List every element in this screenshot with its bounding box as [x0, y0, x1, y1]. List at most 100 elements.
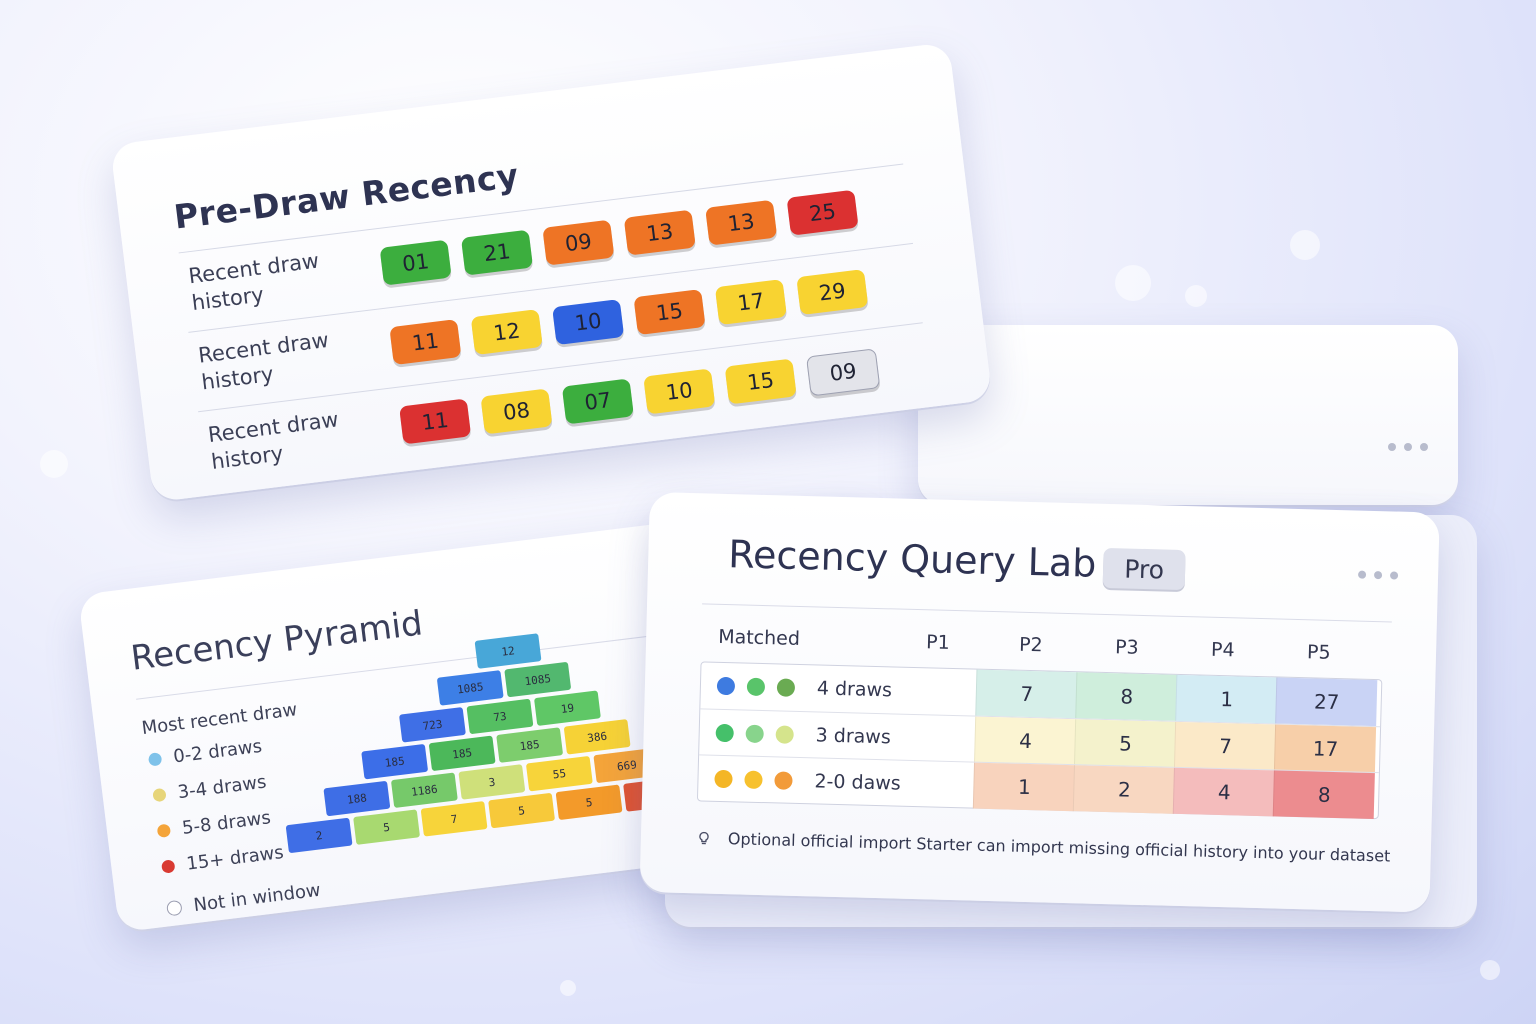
match-dot-icon: [745, 724, 764, 744]
match-dot-icon: [775, 725, 794, 744]
card-title: Pre-Draw Recency: [171, 155, 521, 237]
matrix-cell[interactable]: 7: [1173, 721, 1277, 771]
legend-swatch: [166, 899, 183, 917]
pyramid-block[interactable]: 185: [361, 743, 429, 780]
draw-number-chip[interactable]: 11: [389, 319, 462, 366]
legend-item: 5-8 draws: [156, 807, 272, 842]
row-label: 4 draws: [816, 677, 893, 702]
draw-number-chip[interactable]: 25: [786, 189, 859, 236]
match-dot-icon: [746, 677, 766, 697]
pyramid-block[interactable]: 188: [323, 780, 391, 817]
bokeh-decoration: [1115, 265, 1151, 301]
draw-number-chip[interactable]: 17: [714, 279, 787, 326]
bokeh-decoration: [1480, 960, 1500, 980]
bokeh-decoration: [40, 450, 68, 478]
row-label: Recent draw history: [187, 248, 321, 316]
row-label: 2-0 daws: [814, 770, 901, 795]
matrix-cell[interactable]: 8: [1272, 770, 1375, 820]
pyramid-block[interactable]: 3: [458, 764, 526, 800]
matrix-cell[interactable]: 4: [974, 716, 1077, 766]
draw-number-chip[interactable]: 13: [623, 209, 696, 256]
pyramid-block[interactable]: 55: [525, 755, 593, 792]
more-options-icon[interactable]: [1357, 570, 1399, 580]
legend-swatch: [156, 823, 172, 839]
pyramid-block[interactable]: 7: [420, 801, 488, 837]
background-card: [918, 325, 1458, 505]
pyramid-block[interactable]: 1186: [390, 772, 458, 809]
matrix-cell[interactable]: 7: [975, 669, 1078, 719]
legend-swatch: [147, 752, 163, 767]
match-dot-icon: [716, 676, 736, 696]
legend-item: 15+ draws: [161, 842, 285, 878]
draw-number-chip[interactable]: 09: [542, 219, 615, 266]
pyramid-block[interactable]: 185: [496, 727, 564, 763]
import-note-text: Optional official import Starter can imp…: [727, 829, 1391, 866]
draw-number-chip[interactable]: 21: [460, 229, 534, 276]
column-header-p3: P3: [1114, 636, 1139, 659]
column-header-p1: P1: [925, 631, 950, 654]
recency-query-lab-card: Recency Query Lab Pro Matched P1 P2 P3 P…: [639, 492, 1440, 913]
match-dot-icon: [776, 678, 796, 697]
lightbulb-icon: [699, 831, 709, 844]
draw-number-chip[interactable]: 13: [705, 199, 778, 246]
matrix-cell[interactable]: 5: [1073, 719, 1177, 768]
row-label: Recent draw history: [206, 407, 340, 474]
row-label: 3 draws: [815, 724, 892, 749]
card-title: Recency Pyramid: [128, 603, 425, 679]
pyramid-block[interactable]: 2: [285, 817, 353, 854]
pyramid-block[interactable]: 1085: [436, 670, 504, 706]
pyramid-block[interactable]: 5: [488, 792, 556, 829]
draw-number-row: 01 21 09 13 13 25: [379, 189, 859, 286]
matrix-cell[interactable]: 27: [1275, 677, 1378, 727]
draw-number-chip[interactable]: 12: [470, 309, 543, 356]
legend-item: Not in window: [166, 880, 322, 920]
pyramid-block[interactable]: 12: [474, 633, 542, 669]
import-note: Optional official import Starter can imp…: [696, 828, 1391, 866]
card-title: Recency Query Lab: [727, 532, 1097, 586]
pyramid-block[interactable]: 723: [398, 706, 466, 743]
column-header-p2: P2: [1018, 633, 1043, 657]
matrix-cell[interactable]: 8: [1075, 672, 1178, 721]
pyramid-block[interactable]: 185: [428, 735, 496, 772]
draw-number-row: 11 12 10 15 17 29: [389, 269, 869, 366]
matrix-cell[interactable]: 2: [1072, 765, 1175, 814]
draw-number-chip[interactable]: 01: [379, 239, 452, 286]
draw-number-chip[interactable]: 15: [633, 289, 706, 336]
matched-header: Matched: [717, 625, 801, 650]
pyramid-block[interactable]: 19: [533, 690, 601, 726]
match-dot-icon: [715, 723, 734, 743]
draw-number-chip[interactable]: 10: [643, 368, 716, 415]
legend-swatch: [161, 859, 176, 874]
draw-number-chip[interactable]: 07: [561, 378, 634, 425]
matrix-cell[interactable]: 4: [1172, 767, 1275, 817]
matrix-cell[interactable]: 1: [972, 762, 1075, 812]
row-label: Recent draw history: [196, 327, 331, 395]
legend-label: 5-8 draws: [180, 807, 272, 839]
matrix-cell[interactable]: 1: [1175, 674, 1278, 724]
bokeh-decoration: [560, 980, 576, 996]
more-options-icon[interactable]: [1388, 443, 1428, 451]
legend-label: 15+ draws: [185, 841, 285, 875]
pyramid-block[interactable]: 73: [466, 698, 534, 735]
draw-number-chip[interactable]: 08: [480, 388, 553, 435]
bokeh-decoration: [1185, 285, 1207, 307]
query-matrix: 4 draws 7 8 1 27 3 draws 4 5 7 17 2-0 daws 1 2 4 8: [696, 661, 1383, 820]
pyramid-block[interactable]: 5: [353, 809, 421, 845]
legend-item: 3-4 draws: [152, 772, 268, 807]
legend-label: Not in window: [192, 879, 322, 917]
draw-number-chip[interactable]: 09: [805, 348, 881, 397]
draw-number-chip[interactable]: 29: [796, 269, 869, 316]
pyramid-block[interactable]: 386: [563, 718, 631, 755]
pyramid-block[interactable]: 1085: [504, 661, 572, 698]
pro-badge: Pro: [1102, 547, 1186, 591]
draw-number-chip[interactable]: 15: [724, 358, 797, 405]
legend-label: 0-2 draws: [172, 735, 264, 768]
match-dot-icon: [744, 770, 763, 790]
draw-number-chip[interactable]: 11: [399, 398, 472, 445]
match-dot-icon: [774, 771, 793, 790]
legend-item: 0-2 draws: [147, 736, 263, 771]
draw-number-chip[interactable]: 10: [552, 299, 625, 346]
pyramid-block[interactable]: 5: [555, 784, 623, 821]
legend-label: 3-4 draws: [176, 771, 268, 804]
matrix-cell[interactable]: 17: [1273, 724, 1377, 774]
